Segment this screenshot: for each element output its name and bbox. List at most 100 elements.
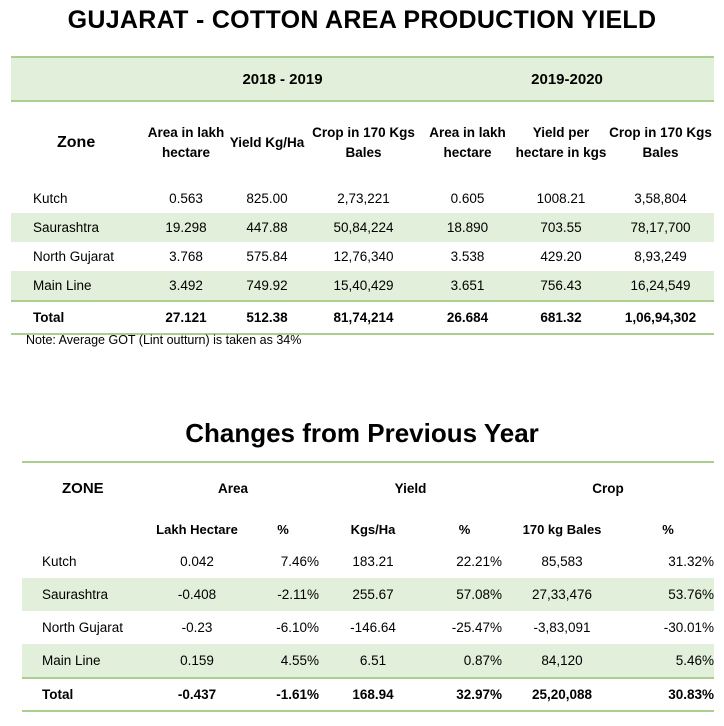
table-cell: 4.55% [280, 653, 319, 668]
zone-header: Zone [57, 134, 96, 151]
table-cell: 81,74,214 [307, 300, 421, 335]
table-cell: -146.64 [350, 620, 396, 635]
table-cell: 30.83% [622, 677, 715, 712]
table-cell: 3.768 [169, 249, 203, 264]
column-header: % [277, 521, 289, 537]
table-row: Main Line 3.492 749.92 15,40,429 3.651 7… [11, 271, 715, 301]
column-header: Crop in 170 Kgs Bales [312, 125, 415, 160]
group-header: Yield [319, 461, 503, 513]
table-cell: 749.92 [246, 278, 288, 293]
table-cell: -30.01% [663, 620, 715, 635]
table-cell: 32.97% [427, 677, 503, 712]
table-cell: 703.55 [540, 220, 582, 235]
table-cell: 0.159 [180, 653, 214, 668]
zone-cell: Main Line [42, 653, 101, 668]
table-cell: 53.76% [668, 587, 715, 602]
table-cell: -3,83,091 [533, 620, 591, 635]
column-header: Yield per hectare in kgs [515, 125, 607, 160]
column-header: Area in lakh hectare [147, 125, 225, 160]
column-header: Kgs/Ha [350, 521, 396, 537]
zone-cell: Main Line [33, 278, 92, 293]
table-cell: 0.042 [180, 554, 214, 569]
table-cell: -0.23 [181, 620, 213, 635]
table-cell: 25,20,088 [502, 677, 623, 712]
zone-cell: Total [11, 300, 145, 335]
table-row: Kutch 0.563 825.00 2,73,221 0.605 1008.2… [11, 184, 714, 213]
zone-cell: Kutch [42, 554, 77, 569]
table-row: North Gujarat 3.768 575.84 12,76,340 3.5… [11, 242, 714, 271]
table-cell: 19.298 [165, 220, 207, 235]
table-cell: 8,93,249 [634, 249, 687, 264]
table-row: Saurashtra 19.298 447.88 50,84,224 18.89… [11, 213, 715, 242]
table-cell: 27,33,476 [531, 587, 593, 602]
table-cell: 16,24,549 [630, 278, 691, 293]
changes-table: ZONE Area Yield Crop Lakh Hectare % Kgs/… [22, 461, 715, 712]
table-cell: 0.605 [450, 191, 485, 206]
table-cell: 18.890 [446, 220, 489, 235]
table-cell: 3.538 [450, 249, 485, 264]
zone-header: ZONE [22, 461, 147, 513]
table-cell: 6.51 [359, 653, 387, 668]
zone-cell: Kutch [33, 191, 68, 206]
table-row: Saurashtra -0.408 -2.11% 255.67 57.08% 2… [22, 578, 715, 611]
table-cell: 2,73,221 [337, 191, 390, 206]
table-cell: 22.21% [456, 554, 503, 569]
table-cell: 85,583 [541, 554, 583, 569]
column-header: Crop in 170 Kgs Bales [609, 125, 712, 160]
table-cell: -25.47% [451, 620, 503, 635]
group-header: Area [147, 461, 319, 513]
total-row: Total 27.121 512.38 81,74,214 26.684 681… [11, 300, 715, 335]
page-title: GUJARAT - COTTON AREA PRODUCTION YIELD [67, 6, 657, 34]
table-cell: 1,06,94,302 [607, 300, 715, 335]
table-cell: 168.94 [319, 677, 427, 712]
table-cell: -0.408 [177, 587, 217, 602]
table-cell: 31.32% [668, 554, 715, 569]
table-row: Kutch 0.042 7.46% 183.21 22.21% 85,583 3… [22, 545, 714, 578]
year-header-row: 2018 - 2019 2019-2020 [11, 56, 715, 102]
table-cell: 57.08% [456, 587, 503, 602]
table-cell: 15,40,429 [333, 278, 394, 293]
table-cell: 26.684 [420, 300, 516, 335]
table-cell: 12,76,340 [333, 249, 394, 264]
column-header: Yield Kg/Ha [229, 135, 305, 150]
group-header-row: ZONE Area Yield Crop [22, 461, 715, 513]
zone-cell: North Gujarat [42, 620, 124, 635]
column-header-row: Zone Area in lakh hectare Yield Kg/Ha Cr… [11, 101, 714, 184]
footnote: Note: Average GOT (Lint outturn) is take… [26, 333, 302, 347]
table-cell: -1.61% [247, 677, 319, 712]
year-header: 2018 - 2019 [145, 56, 421, 102]
table-cell: 681.32 [515, 300, 608, 335]
year-header: 2019-2020 [420, 56, 715, 102]
table-cell: 183.21 [352, 554, 394, 569]
zone-cell: North Gujarat [33, 249, 115, 264]
table-cell: 756.43 [540, 278, 582, 293]
table-cell: 447.88 [246, 220, 288, 235]
table-cell: 0.563 [169, 191, 203, 206]
total-row: Total -0.437 -1.61% 168.94 32.97% 25,20,… [22, 677, 715, 712]
table-cell: 575.84 [246, 249, 288, 264]
table-row: North Gujarat -0.23 -6.10% -146.64 -25.4… [22, 611, 714, 644]
table-cell: 84,120 [541, 653, 583, 668]
subheader-row: Lakh Hectare % Kgs/Ha % 170 kg Bales % [22, 513, 714, 545]
column-header: 170 kg Bales [522, 521, 602, 537]
table-cell: 1008.21 [536, 191, 586, 206]
group-header: Crop [502, 461, 715, 513]
table-cell: -6.10% [276, 620, 319, 635]
table-cell: 7.46% [280, 554, 319, 569]
table-cell: 5.46% [675, 653, 715, 668]
column-header: % [458, 521, 471, 537]
zone-cell: Total [22, 677, 147, 712]
table-row: Main Line 0.159 4.55% 6.51 0.87% 84,120 … [22, 644, 715, 678]
table-cell: -0.437 [147, 677, 247, 712]
column-header: Area in lakh hectare [429, 125, 506, 160]
table-cell: 78,17,700 [630, 220, 691, 235]
table-cell: 27.121 [145, 300, 227, 335]
table-cell: 0.87% [463, 653, 503, 668]
table-cell: 429.20 [540, 249, 582, 264]
table-cell: 3.651 [450, 278, 485, 293]
section-title: Changes from Previous Year [185, 418, 539, 448]
zone-cell: Saurashtra [42, 587, 109, 602]
production-table: 2018 - 2019 2019-2020 Zone Area in lakh … [11, 56, 715, 335]
table-cell: 3.492 [169, 278, 203, 293]
column-header: Lakh Hectare [156, 521, 238, 537]
